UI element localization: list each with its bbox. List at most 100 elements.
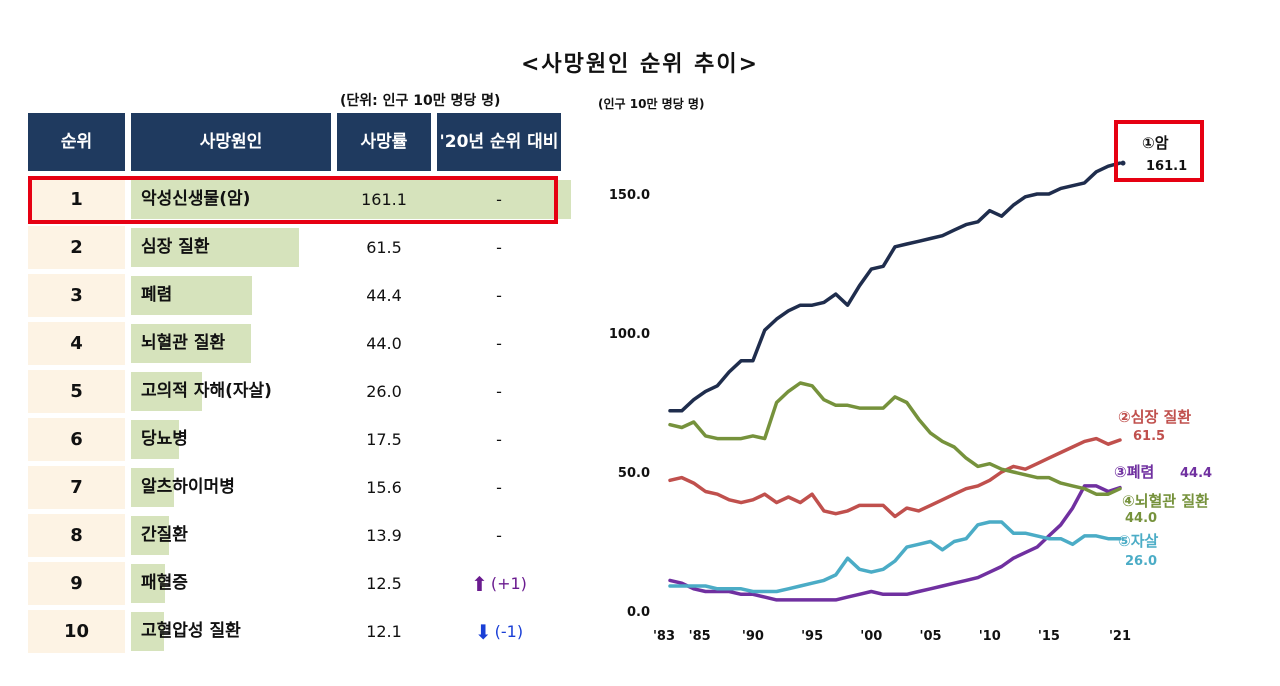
table-row: 6 당뇨병 17.5 -	[28, 418, 561, 461]
series-end-value: 161.1	[1146, 159, 1187, 174]
rank-change-cell: -	[496, 382, 502, 401]
rank-change-cell: ⬇ (-1)	[437, 610, 561, 653]
cause-cell: 폐렴	[141, 285, 173, 305]
arrow-down-icon: ⬇	[474, 619, 492, 644]
rank-cell: 7	[28, 466, 125, 509]
series-line-심장 질환	[668, 436, 1122, 519]
table-row: 8 간질환 13.9 -	[28, 514, 561, 557]
rate-cell: 161.1	[361, 190, 407, 209]
rate-bar	[131, 228, 299, 267]
rank-cell: 3	[28, 274, 125, 317]
rank-change-cell: -	[496, 190, 502, 209]
rate-bar	[131, 324, 252, 363]
rate-bar	[131, 420, 179, 459]
rank-change-cell: -	[496, 478, 502, 497]
rate-bar	[131, 516, 169, 555]
y-tick-label: 0.0	[627, 605, 650, 620]
rank-change-cell: ⬆ (+1)	[437, 562, 561, 605]
page-title: <사망원인 순위 추이>	[520, 52, 760, 77]
table-row: 2 심장 질환 61.5 -	[28, 226, 561, 269]
rank-change-cell: -	[496, 526, 502, 545]
cause-cell: 악성신생물(암)	[141, 189, 251, 209]
table-row: 9 패혈증 12.5 ⬆ (+1)	[28, 562, 561, 605]
rank-change-cell: -	[496, 238, 502, 257]
x-tick-label: '85	[689, 629, 711, 644]
x-tick-label: '10	[979, 629, 1001, 644]
series-label: ①암	[1142, 134, 1169, 152]
series-end-value: 61.5	[1133, 429, 1165, 444]
series-label: ②심장 질환	[1118, 408, 1191, 426]
rank-cell: 9	[28, 562, 125, 605]
rank-cell: 10	[28, 610, 125, 653]
rate-cell: 44.0	[366, 334, 402, 353]
series-end-value: 44.0	[1125, 511, 1157, 526]
rate-cell: 26.0	[366, 382, 402, 401]
cause-cell: 고의적 자해(자살)	[141, 381, 272, 401]
cause-cell: 고혈압성 질환	[141, 621, 241, 641]
rank-change-text: (-1)	[494, 622, 524, 641]
header-change: '20년 순위 대비	[437, 113, 561, 171]
rate-cell: 17.5	[366, 430, 402, 449]
table-row: 3 폐렴 44.4 -	[28, 274, 561, 317]
rank-cell: 5	[28, 370, 125, 413]
series-label: ⑤자살	[1118, 532, 1159, 550]
trend-line-chart: (인구 10만 명당 명) 0.0 50.0 100.0 150.0 '83 '85 '90 '…	[598, 96, 1212, 644]
rate-cell: 12.5	[366, 574, 402, 593]
rank-change-cell: -	[496, 286, 502, 305]
rank-cell: 1	[28, 178, 125, 221]
x-tick-label: '05	[919, 629, 941, 644]
rate-cell: 61.5	[366, 238, 402, 257]
x-tick-label: '00	[860, 629, 882, 644]
series-line-암	[668, 161, 1122, 413]
header-rate: 사망률	[337, 113, 431, 171]
x-tick-label: '15	[1038, 629, 1060, 644]
x-tick-label: '90	[742, 629, 764, 644]
series-end-dot	[1120, 160, 1126, 166]
y-axis-label: (인구 10만 명당 명)	[598, 96, 704, 111]
cause-cell: 간질환	[141, 525, 188, 545]
highlight-frame-row-1	[28, 176, 558, 224]
header-cause: 사망원인	[131, 113, 331, 171]
table-row: 5 고의적 자해(자살) 26.0 -	[28, 370, 561, 413]
rank-cell: 2	[28, 226, 125, 269]
cause-cell: 패혈증	[141, 573, 188, 593]
rate-bar	[131, 468, 174, 507]
table-row: 10 고혈압성 질환 12.1 ⬇ (-1)	[28, 610, 561, 653]
rank-cell: 6	[28, 418, 125, 461]
cause-cell: 뇌혈관 질환	[141, 333, 226, 353]
y-tick-label: 50.0	[618, 466, 650, 481]
y-tick-label: 150.0	[609, 188, 650, 203]
cause-cell: 심장 질환	[141, 237, 210, 257]
rank-cell: 8	[28, 514, 125, 557]
series-line-폐렴	[668, 484, 1122, 602]
x-tick-label: '95	[801, 629, 823, 644]
rate-cell: 13.9	[366, 526, 402, 545]
series-end-value: 26.0	[1125, 554, 1157, 569]
series-line-자살	[668, 520, 1122, 594]
table-row: 1 악성신생물(암) 161.1 -	[28, 178, 571, 221]
cause-cell: 알츠하이머병	[141, 477, 235, 497]
rate-bar	[131, 612, 165, 651]
arrow-up-icon: ⬆	[471, 571, 488, 596]
table-row: 7 알츠하이머병 15.6 -	[28, 466, 561, 509]
highlight-frame-cancer-label	[1114, 120, 1204, 182]
series-label: ③폐렴	[1114, 463, 1154, 481]
cause-cell: 당뇨병	[141, 429, 188, 449]
table-row: 4 뇌혈관 질환 44.0 -	[28, 322, 561, 365]
rank-cell: 4	[28, 322, 125, 365]
rank-change-text: (+1)	[490, 574, 527, 593]
rate-bar	[131, 276, 253, 315]
rate-bar	[131, 564, 166, 603]
series-label: ④뇌혈관 질환	[1122, 492, 1209, 510]
series-line-뇌혈관 질환	[668, 381, 1122, 496]
rate-cell: 44.4	[366, 286, 402, 305]
y-tick-label: 100.0	[609, 327, 650, 342]
rank-change-cell: -	[496, 334, 502, 353]
rate-cell: 15.6	[366, 478, 402, 497]
x-tick-label: '21	[1109, 629, 1131, 644]
series-end-value: 44.4	[1180, 466, 1212, 481]
table-unit: (단위: 인구 10만 명당 명)	[340, 93, 501, 109]
rate-bar	[131, 180, 571, 219]
rate-bar	[131, 372, 202, 411]
x-tick-label: '83	[653, 629, 675, 644]
